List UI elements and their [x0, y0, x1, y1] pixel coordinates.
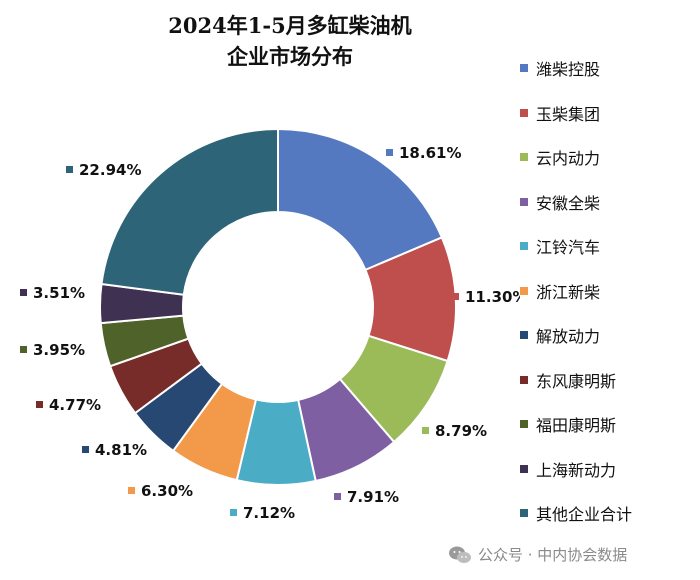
legend-swatch [520, 153, 528, 162]
data-label-text: 6.30% [141, 482, 193, 500]
chart-title: 2024年1-5月多缸柴油机 企业市场分布 [150, 10, 430, 72]
legend-swatch [520, 64, 528, 73]
donut-slice-11 [100, 127, 279, 296]
legend-label: 潍柴控股 [536, 60, 601, 80]
legend-item-2: 玉柴集团 [520, 91, 700, 136]
data-label-3: 8.79% [422, 422, 487, 440]
legend-swatch [520, 464, 528, 473]
data-labels: 18.61% 11.30% 8.79% 7.91% 7.12% 6.30% 4.81% 4.7… [20, 144, 520, 522]
data-label-marker [334, 493, 341, 500]
legend-label: 福田康明斯 [536, 416, 617, 436]
data-label-marker [36, 401, 43, 408]
data-label-marker [230, 509, 237, 516]
data-label-text: 8.79% [435, 422, 487, 440]
legend-label: 云内动力 [536, 149, 601, 169]
data-label-text: 3.51% [33, 284, 85, 302]
data-label-7: 4.81% [82, 441, 147, 459]
data-label-1: 18.61% [386, 144, 461, 162]
legend-label: 安徽全柴 [536, 193, 601, 213]
data-label-text: 4.81% [95, 441, 147, 459]
legend-label: 解放动力 [536, 327, 601, 347]
data-label-10: 3.51% [20, 284, 85, 302]
legend-label: 其他企业合计 [536, 505, 633, 525]
data-label-marker [452, 293, 459, 300]
legend-swatch [520, 331, 528, 340]
data-label-marker [82, 446, 89, 453]
legend-item-9: 福田康明斯 [520, 402, 700, 447]
data-label-11: 22.94% [66, 161, 141, 179]
legend-label: 江铃汽车 [536, 238, 601, 258]
legend-item-6: 浙江新柴 [520, 269, 700, 314]
legend-label: 东风康明斯 [536, 371, 617, 391]
legend-swatch [520, 242, 528, 251]
data-label-text: 7.91% [347, 488, 399, 506]
legend-item-3: 云内动力 [520, 135, 700, 180]
data-label-text: 11.30% [465, 288, 520, 306]
legend-label: 上海新动力 [536, 460, 617, 480]
legend-swatch [520, 420, 528, 429]
legend-item-4: 安徽全柴 [520, 180, 700, 225]
legend-swatch [520, 375, 528, 384]
donut-slices [99, 127, 457, 486]
legend-item-10: 上海新动力 [520, 447, 700, 492]
legend-item-8: 东风康明斯 [520, 358, 700, 403]
legend-swatch [520, 509, 528, 518]
data-label-8: 4.77% [36, 396, 101, 414]
data-label-2: 11.30% [452, 288, 520, 306]
legend-item-1: 潍柴控股 [520, 46, 700, 91]
legend: 潍柴控股玉柴集团云内动力安徽全柴江铃汽车浙江新柴解放动力东风康明斯福田康明斯上海… [520, 46, 700, 536]
data-label-marker [66, 166, 73, 173]
data-label-9: 3.95% [20, 341, 85, 359]
donut-slice-1 [277, 127, 444, 272]
donut-chart: 18.61% 11.30% 8.79% 7.91% 7.12% 6.30% 4.81% 4.7… [20, 127, 520, 522]
chart-title-line-2: 企业市场分布 [227, 44, 353, 69]
legend-swatch [520, 286, 528, 295]
data-label-marker [128, 487, 135, 494]
watermark-text: 公众号 · 中内协会数据 [478, 546, 628, 564]
legend-label: 浙江新柴 [536, 282, 601, 302]
legend-swatch [520, 108, 528, 117]
legend-label: 玉柴集团 [536, 104, 601, 124]
data-label-marker [20, 346, 27, 353]
chart-title-line-1: 2024年1-5月多缸柴油机 [168, 13, 412, 38]
data-label-6: 6.30% [128, 482, 193, 500]
data-label-5: 7.12% [230, 504, 295, 522]
data-label-4: 7.91% [334, 488, 399, 506]
data-label-marker [20, 289, 27, 296]
data-label-text: 22.94% [79, 161, 141, 179]
data-label-text: 7.12% [243, 504, 295, 522]
watermark: 公众号 · 中内协会数据 [448, 544, 627, 565]
legend-item-7: 解放动力 [520, 313, 700, 358]
legend-item-5: 江铃汽车 [520, 224, 700, 269]
data-label-text: 18.61% [399, 144, 461, 162]
legend-item-11: 其他企业合计 [520, 491, 700, 536]
data-label-text: 3.95% [33, 341, 85, 359]
data-label-text: 4.77% [49, 396, 101, 414]
data-label-marker [386, 149, 393, 156]
data-label-marker [422, 427, 429, 434]
legend-swatch [520, 197, 528, 206]
wechat-icon [449, 546, 471, 563]
